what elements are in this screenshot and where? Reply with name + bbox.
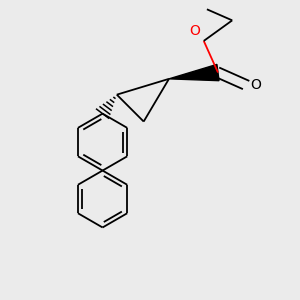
Text: O: O	[250, 78, 261, 92]
Polygon shape	[169, 64, 219, 81]
Text: O: O	[189, 24, 200, 38]
